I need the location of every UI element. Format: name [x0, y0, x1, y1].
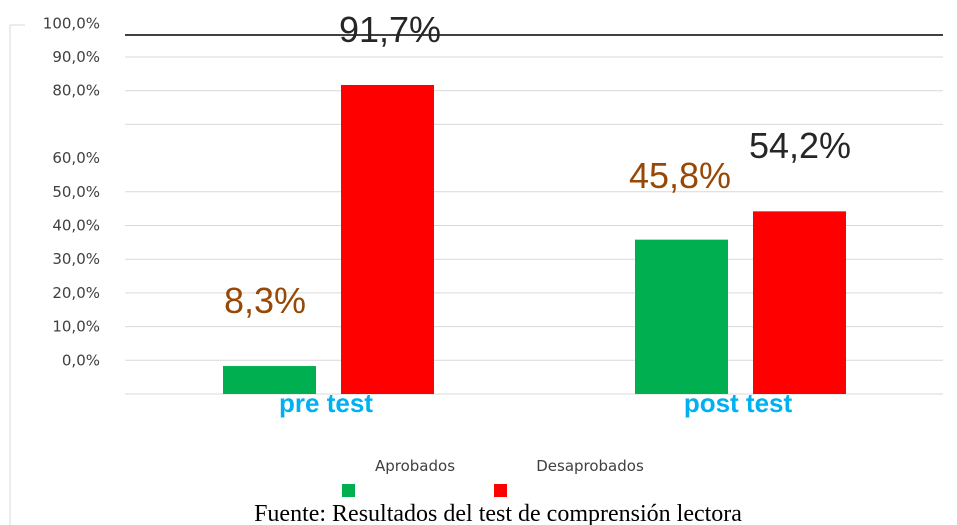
legend-label: Desaprobados	[536, 457, 644, 475]
bar	[341, 84, 434, 394]
legend-swatch	[494, 484, 507, 497]
data-label: 45,8%	[629, 155, 731, 196]
y-tick-label: 90,0%	[52, 48, 100, 66]
y-tick-label: 10,0%	[52, 318, 100, 336]
y-tick-label: 50,0%	[52, 183, 100, 201]
y-tick-label: 100,0%	[43, 14, 100, 32]
y-tick-label: 40,0%	[52, 217, 100, 235]
y-tick-label: 0,0%	[62, 351, 100, 369]
legend-swatch	[342, 484, 355, 497]
x-tick-label: pre test	[279, 388, 373, 418]
source-note: Fuente: Resultados del test de comprensi…	[254, 501, 742, 525]
legend-label: Aprobados	[375, 457, 455, 475]
bar	[223, 366, 316, 394]
data-label: 54,2%	[749, 125, 851, 166]
bar	[753, 211, 846, 394]
data-label: 8,3%	[224, 280, 306, 321]
data-label: 91,7%	[339, 9, 441, 50]
y-tick-label: 60,0%	[52, 149, 100, 167]
y-tick-label: 20,0%	[52, 284, 100, 302]
bar	[635, 239, 728, 394]
y-tick-label: 80,0%	[52, 82, 100, 100]
y-tick-label: 30,0%	[52, 250, 100, 268]
x-tick-label: post test	[684, 388, 793, 418]
